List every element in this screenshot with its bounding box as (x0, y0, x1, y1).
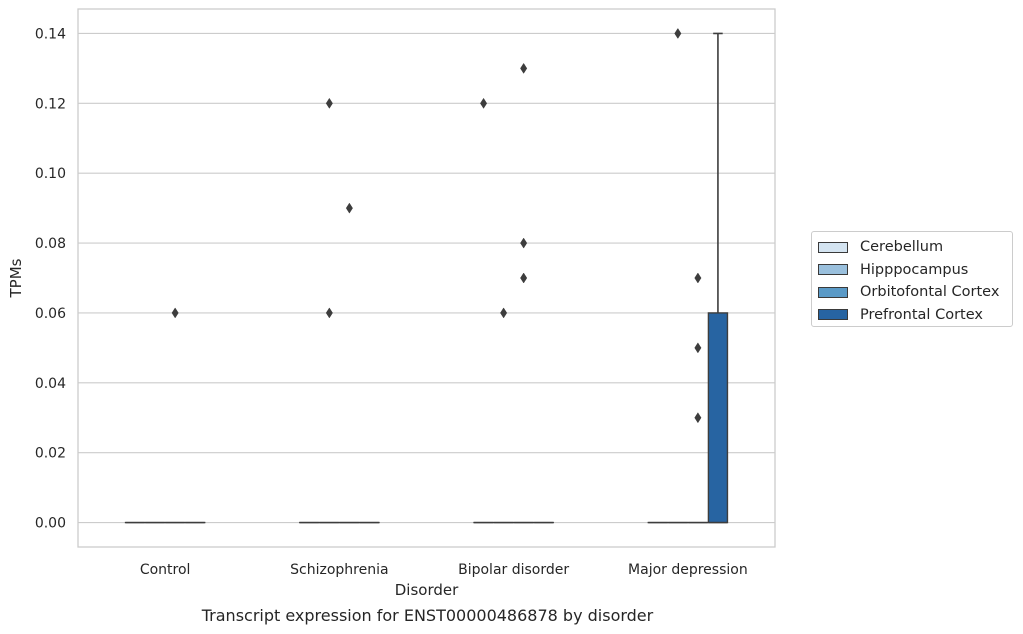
y-tick-label: 0.14 (35, 26, 66, 42)
figure-caption: Transcript expression for ENST0000048687… (201, 606, 654, 625)
outlier-point (520, 62, 528, 74)
outlier-point (345, 202, 353, 214)
x-tick-label: Control (140, 562, 191, 578)
y-tick-label: 0.02 (35, 446, 66, 462)
y-tick-label: 0.12 (35, 96, 66, 112)
outlier-point (520, 272, 528, 284)
outlier-point (674, 27, 682, 39)
legend-label: Orbitofontal Cortex (860, 284, 1000, 301)
legend-swatch (818, 286, 848, 298)
legend: Cerebellum Hipppocampus Orbitofontal Cor… (811, 231, 1013, 327)
legend-label: Cerebellum (860, 239, 944, 256)
legend-item: Orbitofontal Cortex (818, 281, 1012, 304)
outlier-point (171, 307, 179, 319)
outlier-point (500, 307, 508, 319)
legend-item: Hipppocampus (818, 259, 1012, 282)
y-axis-label: TPMs (7, 258, 25, 298)
y-tick-labels: 0.00 0.02 0.04 0.06 0.08 0.10 0.12 0.14 (35, 26, 66, 531)
legend-swatch (818, 264, 848, 276)
x-tick-labels: Control Schizophrenia Bipolar disorder Majo… (140, 562, 748, 578)
y-tick-label: 0.04 (35, 376, 66, 392)
outliers (171, 27, 702, 424)
outlier-point (325, 307, 333, 319)
boxes (124, 32, 729, 524)
outlier-point (694, 412, 702, 424)
x-axis-label: Disorder (395, 581, 459, 599)
plot-frame (77, 8, 776, 548)
x-tick-label: Major depression (628, 562, 748, 578)
y-tick-label: 0.10 (35, 166, 66, 182)
x-tick-label: Bipolar disorder (458, 562, 569, 578)
outlier-point (480, 97, 488, 109)
legend-swatch (818, 241, 848, 253)
outlier-point (325, 97, 333, 109)
legend-swatch (818, 309, 848, 321)
grid-lines (78, 32, 775, 524)
outlier-point (520, 237, 528, 249)
box (707, 312, 729, 524)
x-tick-label: Schizophrenia (290, 562, 388, 578)
outlier-point (694, 272, 702, 284)
legend-label: Prefrontal Cortex (860, 306, 983, 323)
legend-label: Hipppocampus (860, 261, 969, 278)
legend-item: Cerebellum (818, 236, 1012, 259)
y-tick-label: 0.00 (35, 516, 66, 532)
y-tick-label: 0.06 (35, 306, 66, 322)
legend-item: Prefrontal Cortex (818, 304, 1012, 327)
y-tick-label: 0.08 (35, 236, 66, 252)
outlier-point (694, 342, 702, 354)
